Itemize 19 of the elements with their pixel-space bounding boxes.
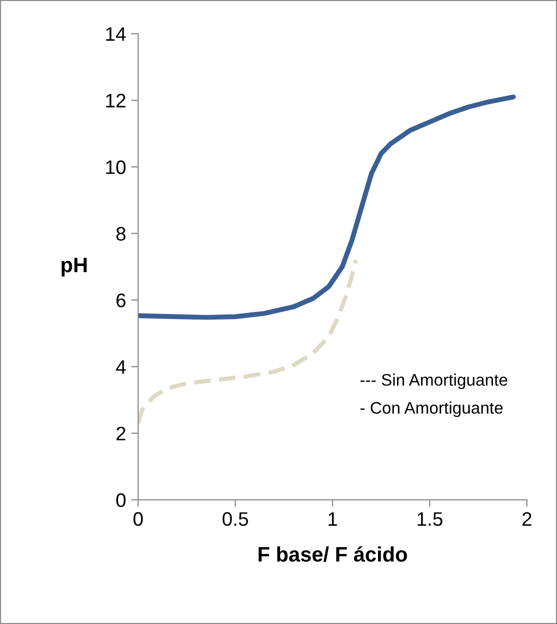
y-tick-label: 12	[106, 94, 126, 108]
y-tick-label: 6	[116, 294, 126, 308]
x-tick-label: 0	[133, 512, 143, 526]
y-axis-title: pH	[62, 258, 87, 276]
x-axis-title: F base/ F ácido	[258, 546, 407, 562]
x-tick-label: 2	[522, 512, 532, 526]
annotation: - Con Amortiguante	[360, 402, 503, 418]
y-tick-label: 2	[116, 426, 126, 440]
y-tick-label: 8	[116, 226, 126, 241]
x-tick-label: 0.5	[222, 512, 248, 526]
y-tick-label: 14	[106, 27, 126, 41]
line-series	[138, 258, 358, 426]
x-tick-label: 1	[328, 512, 337, 526]
x-tick-label: 1.5	[418, 512, 442, 526]
y-tick-label: 4	[116, 360, 126, 374]
y-tick-label: 0	[116, 493, 126, 508]
annotation: --- Sin Amortiguante	[360, 374, 508, 390]
line-series	[138, 94, 516, 320]
y-tick-label: 10	[106, 160, 126, 174]
